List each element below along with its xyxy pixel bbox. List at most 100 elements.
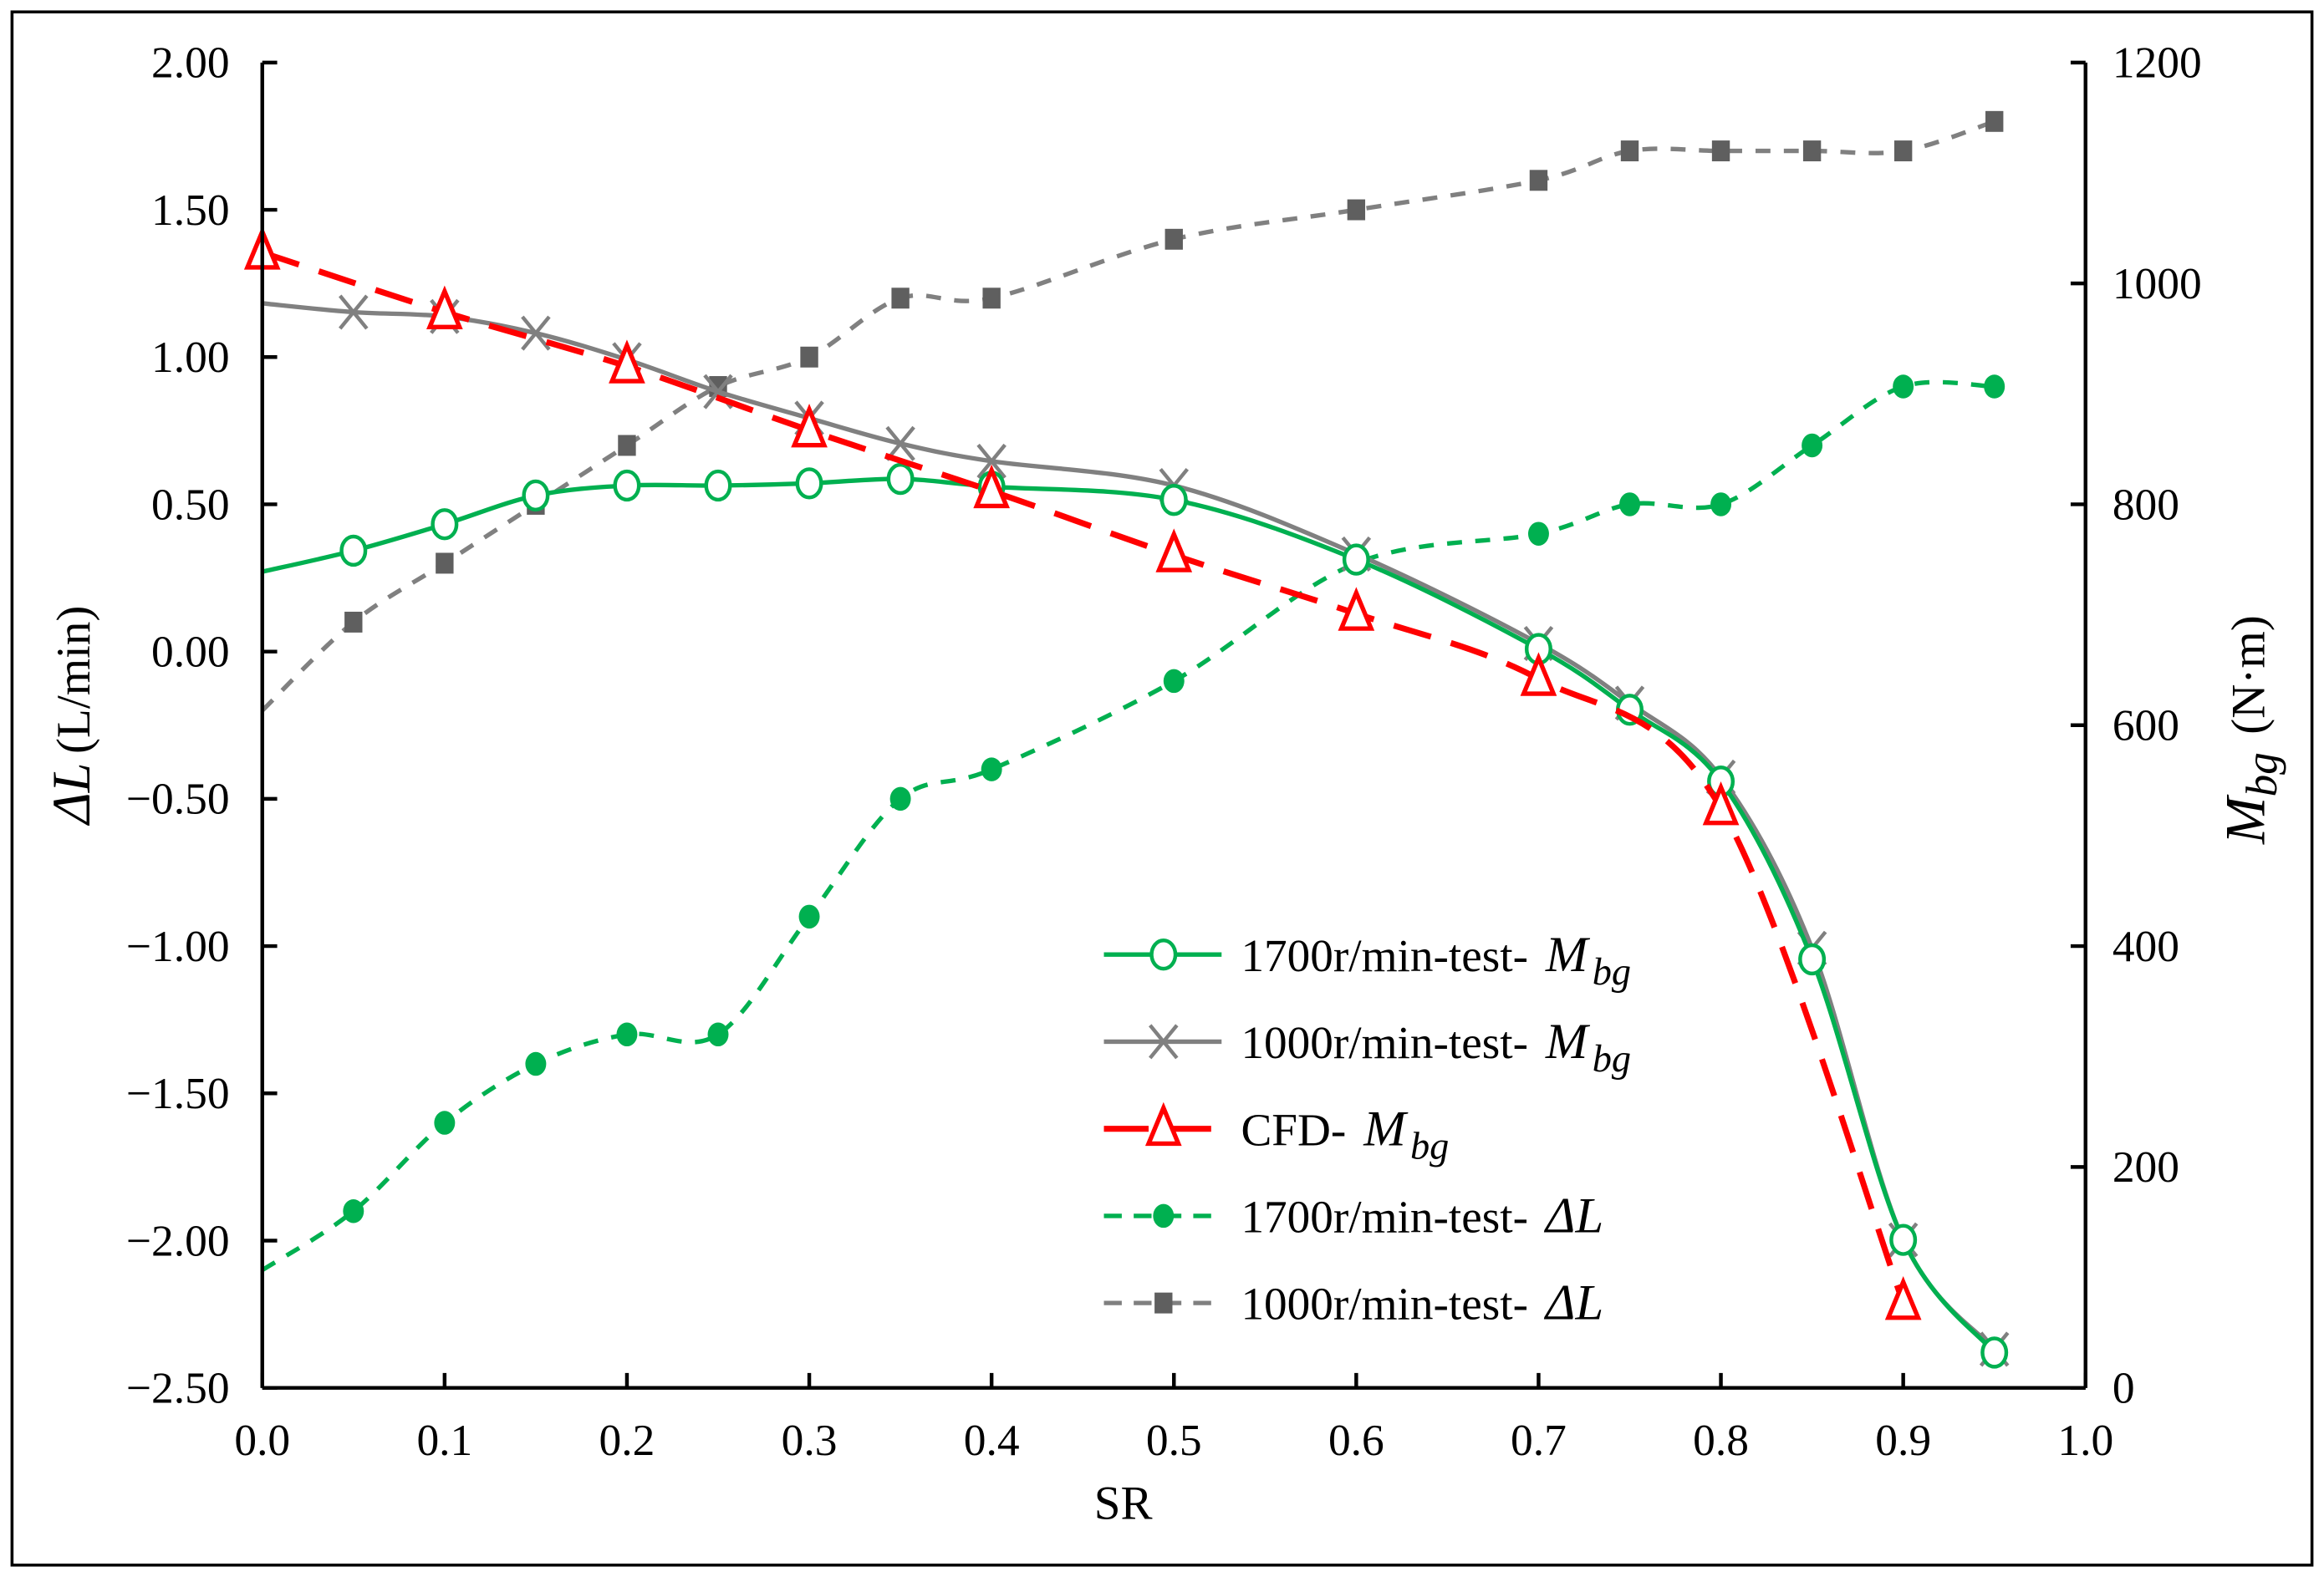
- triangle-marker: [1338, 587, 1375, 631]
- x-marker-stroke: [521, 315, 551, 351]
- x-tick-label: 0.5: [1146, 1415, 1202, 1465]
- legend-label-text: 1000r/min-test-: [1241, 1017, 1539, 1068]
- y-left-unit: (L/min): [48, 606, 100, 754]
- dot-marker: [981, 757, 1002, 781]
- triangle-marker: [1144, 1101, 1182, 1147]
- x-tick-label: 0.3: [782, 1415, 838, 1465]
- circle-marker: [886, 462, 915, 496]
- x-marker: [885, 425, 915, 461]
- axes: 0.0 0.1 0.2 0.3 0.4 0.5 0.6 0.7 0.8 0.9 1.0 2.00 1.5…: [126, 38, 2202, 1465]
- square-marker: [891, 287, 910, 309]
- y-right-tick-label: 400: [2112, 921, 2179, 971]
- square-marker: [1529, 170, 1548, 191]
- dot-marker: [1984, 374, 2005, 399]
- legend-label-subscript: bg: [1593, 951, 1631, 994]
- series-4: [260, 110, 2004, 713]
- square-marker: [982, 287, 1001, 309]
- dot-marker: [525, 1051, 547, 1076]
- y-right-tick-label: 200: [2112, 1142, 2179, 1192]
- series-line: [262, 301, 1996, 1351]
- square-marker: [1711, 140, 1730, 162]
- dot-marker: [1527, 521, 1549, 546]
- legend-label-text: 1700r/min-test-: [1241, 930, 1539, 981]
- square-marker: [436, 552, 454, 574]
- triangle-marker: [609, 339, 645, 384]
- circle-marker: [1889, 1223, 1918, 1256]
- legend-item: 1000r/min-test- ΔL: [1103, 1275, 1603, 1331]
- square-marker: [1893, 140, 1913, 162]
- legend-label-subscript: bg: [1593, 1038, 1631, 1081]
- circle-marker: [795, 467, 823, 500]
- x-marker-stroke: [885, 425, 915, 461]
- circle-marker: [522, 479, 550, 512]
- x-tick-label: 0.1: [416, 1415, 472, 1465]
- series-1: [262, 294, 2010, 1367]
- x-marker-stroke: [703, 374, 733, 410]
- dot-marker: [889, 786, 911, 811]
- dot-marker: [1619, 492, 1640, 516]
- y-right-axis-label: Mbg (N·m): [2214, 615, 2286, 845]
- y-right-tick-label: 1200: [2112, 38, 2202, 88]
- dot-marker: [707, 1022, 729, 1047]
- circle-marker: [613, 469, 641, 502]
- series-2: [243, 226, 1922, 1320]
- square-marker: [1985, 110, 2004, 132]
- series-0: [262, 462, 2009, 1369]
- legend-label-symbol: ΔL: [1543, 1188, 1603, 1244]
- square-marker: [344, 611, 363, 633]
- circle-marker: [1342, 543, 1370, 576]
- y-right-tick-label: 600: [2112, 700, 2179, 750]
- y-right-symbol: M: [2214, 794, 2277, 845]
- circle-marker: [1980, 1336, 2009, 1369]
- circle-marker: [1798, 943, 1827, 976]
- y-right-tick-label: 0: [2112, 1363, 2135, 1413]
- x-tick-label: 0.2: [599, 1415, 655, 1465]
- legend-label: 1000r/min-test- ΔL: [1241, 1275, 1603, 1331]
- square-marker: [1620, 140, 1639, 162]
- dot-marker: [616, 1022, 638, 1047]
- triangle-marker: [973, 464, 1010, 509]
- legend-label-text: 1700r/min-test-: [1241, 1191, 1539, 1242]
- series-layer: [243, 110, 2010, 1369]
- legend-label-symbol: M: [1545, 1014, 1591, 1070]
- legend-label-subscript: bg: [1410, 1125, 1449, 1167]
- y-left-tick-label: 1.00: [151, 332, 230, 382]
- y-left-tick-label: 1.50: [151, 185, 230, 235]
- y-right-subscript: bg: [2236, 752, 2286, 796]
- square-marker: [1347, 199, 1366, 221]
- x-marker-stroke: [339, 294, 369, 330]
- legend-label-text: 1000r/min-test-: [1241, 1279, 1539, 1330]
- legend-label-symbol: ΔL: [1543, 1275, 1603, 1331]
- x-marker: [339, 294, 369, 330]
- y-left-tick-label: 0.00: [151, 626, 230, 676]
- square-marker: [1165, 228, 1183, 250]
- x-marker-stroke: [1149, 1024, 1179, 1060]
- x-axis-label: SR: [1094, 1478, 1153, 1530]
- series-line: [261, 249, 1907, 1305]
- square-marker: [618, 435, 636, 456]
- y-left-tick-label: 2.00: [151, 38, 230, 88]
- y-left-tick-label: 0.50: [151, 479, 230, 529]
- y-left-tick-label: −1.50: [126, 1068, 230, 1118]
- y-left-symbol: ΔL: [42, 763, 101, 827]
- circle-marker: [704, 469, 732, 502]
- x-tick-label: 0.6: [1328, 1415, 1384, 1465]
- series-line: [260, 119, 1995, 713]
- x-marker: [521, 315, 551, 351]
- x-marker-stroke: [976, 443, 1007, 479]
- y-right-tick-label: 1000: [2112, 258, 2202, 308]
- y-left-tick-label: −0.50: [126, 774, 230, 824]
- legend-item: 1700r/min-test- ΔL: [1103, 1188, 1603, 1244]
- circle-marker: [431, 508, 459, 541]
- dot-marker: [1893, 374, 1914, 399]
- dot-marker: [1153, 1203, 1175, 1229]
- x-tick-label: 0.0: [234, 1415, 290, 1465]
- x-tick-label: 0.9: [1875, 1415, 1931, 1465]
